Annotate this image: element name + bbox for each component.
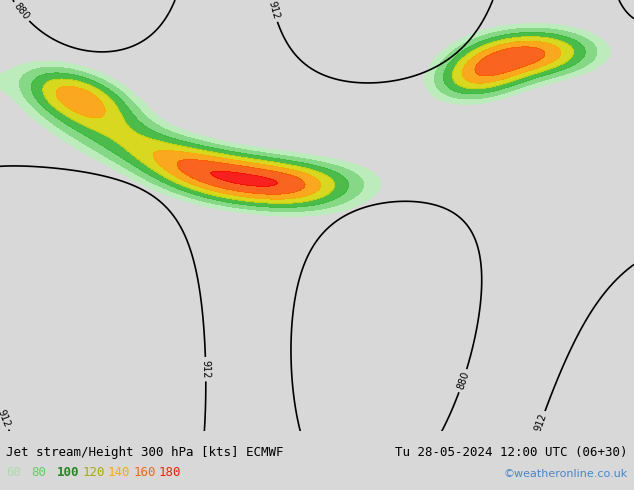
Text: 160: 160 [133,466,155,479]
Text: Tu 28-05-2024 12:00 UTC (06+30): Tu 28-05-2024 12:00 UTC (06+30) [395,446,628,459]
Text: ©weatheronline.co.uk: ©weatheronline.co.uk [503,469,628,479]
Text: 180: 180 [158,466,181,479]
Text: 60: 60 [6,466,22,479]
Text: 912: 912 [266,0,281,21]
Text: 120: 120 [82,466,105,479]
Text: 880: 880 [455,370,470,391]
Text: 912: 912 [0,408,12,429]
Text: Jet stream/Height 300 hPa [kts] ECMWF: Jet stream/Height 300 hPa [kts] ECMWF [6,446,284,459]
Text: 80: 80 [32,466,47,479]
Text: 912: 912 [200,360,211,379]
Text: 140: 140 [108,466,130,479]
Text: 100: 100 [57,466,79,479]
Text: 912: 912 [533,412,548,433]
Text: 880: 880 [11,1,31,22]
